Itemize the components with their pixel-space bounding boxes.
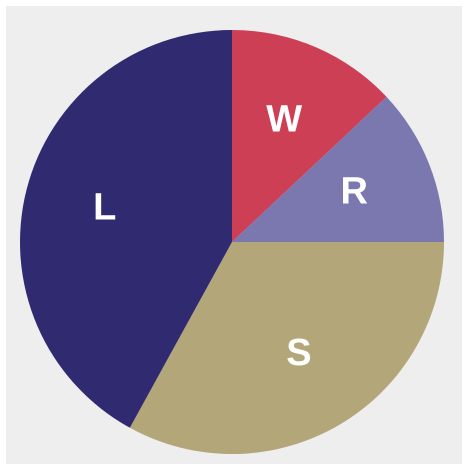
- pie-slice: [232, 30, 387, 242]
- pie-slice: [232, 96, 444, 243]
- pie-slice: [20, 30, 232, 428]
- slice-label: L: [93, 186, 116, 228]
- pie-slice: [129, 242, 444, 454]
- slice-label: S: [286, 332, 311, 374]
- slice-label: R: [340, 171, 367, 213]
- slice-label: W: [266, 98, 302, 140]
